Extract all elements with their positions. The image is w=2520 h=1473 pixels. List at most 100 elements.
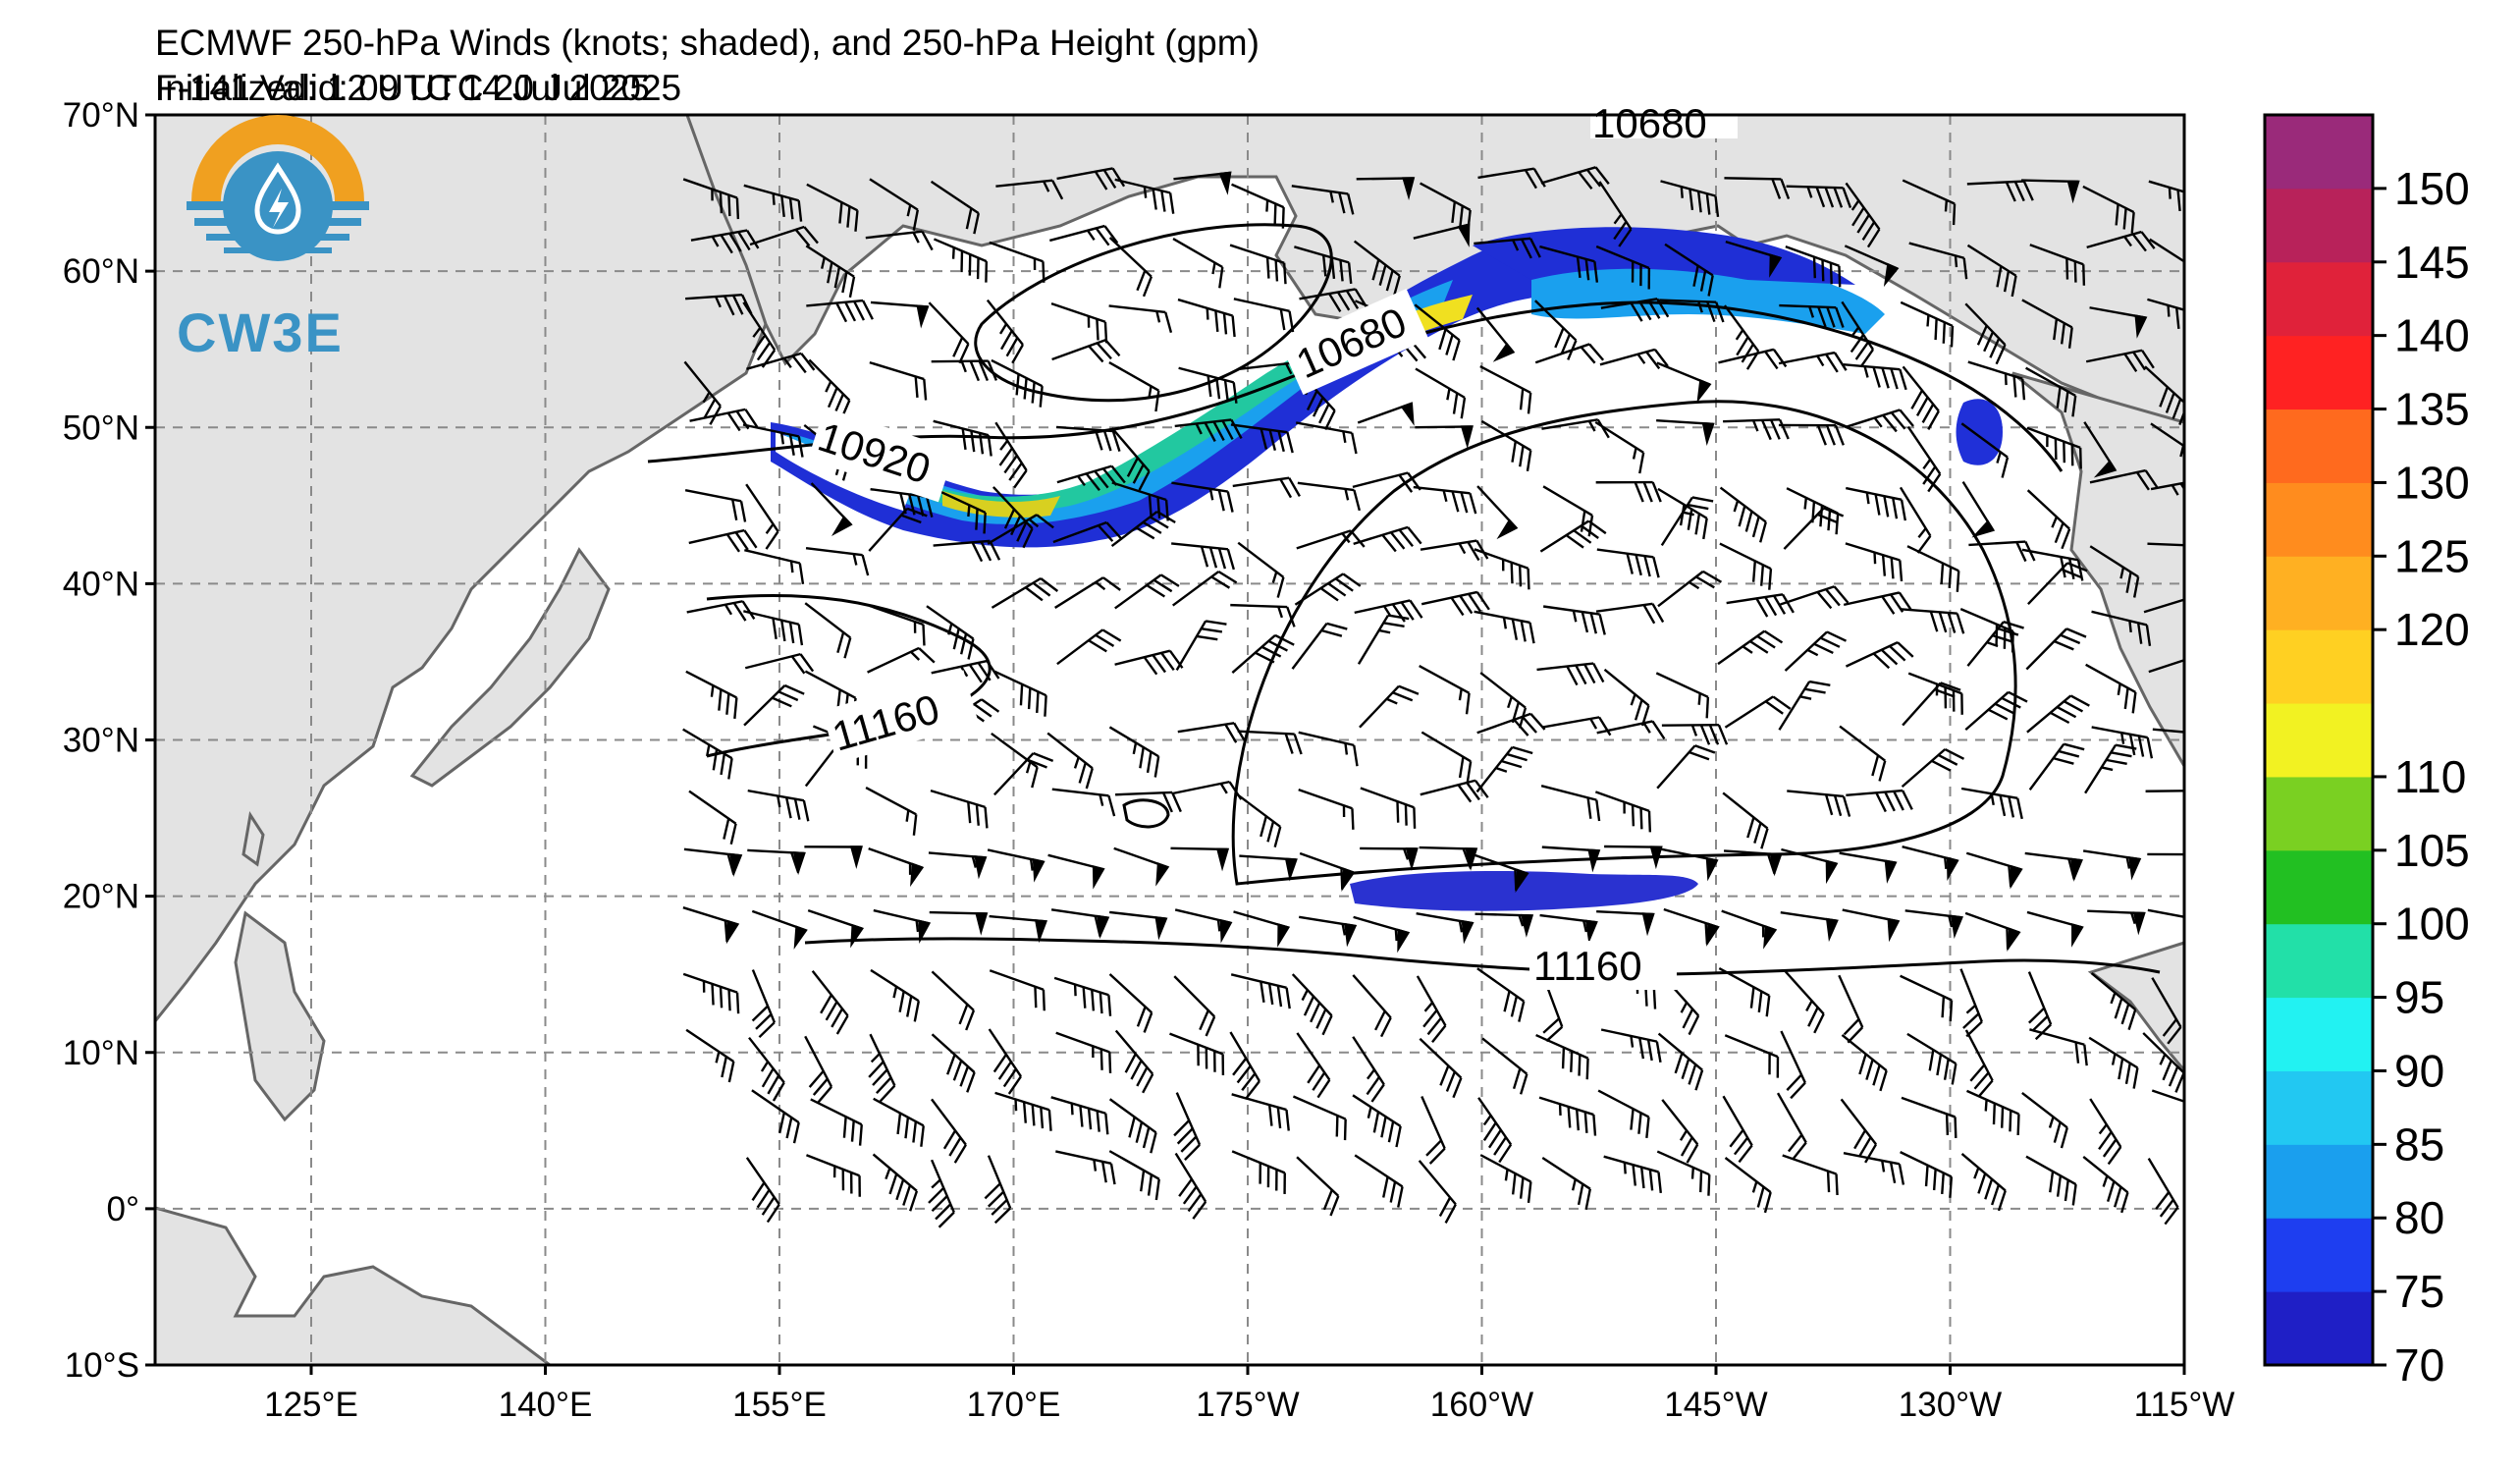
wind-barb <box>1656 419 1715 446</box>
wind-barb <box>1233 910 1291 948</box>
wind-barb <box>1657 1032 1704 1091</box>
wind-barb <box>1229 244 1287 285</box>
wind-barb <box>1051 339 1121 363</box>
wind-barb <box>1108 1150 1160 1201</box>
wind-barb <box>1052 520 1122 544</box>
wind-barb <box>1056 464 1126 491</box>
wind-barb <box>751 969 777 1039</box>
wind-barb <box>931 1098 967 1164</box>
wind-barb <box>1479 1154 1532 1203</box>
wind-barb <box>1841 1034 1888 1092</box>
wind-barb <box>1046 732 1094 790</box>
wind-barb <box>933 419 992 457</box>
wind-barb <box>2027 971 2053 1041</box>
logo-sun-arc <box>191 115 364 201</box>
wind-barb <box>1842 908 1901 943</box>
colorbar-segment <box>2265 629 2373 704</box>
wind-barb <box>1291 973 1333 1036</box>
wind-barb <box>1421 590 1490 617</box>
wind-barb <box>1840 1098 1878 1164</box>
colorbar-tick-label: 120 <box>2394 604 2470 655</box>
wind-barb <box>1171 481 1234 513</box>
colorbar-segment <box>2265 1291 2373 1366</box>
japan-landmass <box>409 547 611 788</box>
lon-tick-label: 130°W <box>1899 1386 2002 1424</box>
wind-barb <box>1357 614 1410 665</box>
wind-barb <box>1297 481 1362 512</box>
wind-barb <box>1597 1089 1650 1139</box>
wind-barb <box>1843 1152 1905 1185</box>
logo-wave-3 <box>206 234 349 241</box>
wind-barb <box>869 604 926 646</box>
colorbar-segment <box>2265 1218 2373 1292</box>
wind-barb <box>1056 628 1122 666</box>
wind-barb <box>989 969 1046 1011</box>
wind-barb <box>1657 570 1723 608</box>
colorbar-tick-label: 75 <box>2394 1266 2444 1317</box>
wind-barb <box>1353 915 1411 954</box>
wind-barb <box>1783 507 1845 550</box>
wind-barb <box>1603 668 1650 727</box>
wind-barb <box>1964 1029 1994 1098</box>
wind-barb <box>930 790 989 829</box>
wind-barb <box>1845 409 1914 433</box>
wind-barb <box>1659 299 1725 323</box>
wind-barb <box>1108 304 1173 334</box>
wind-barb <box>1421 1096 1446 1165</box>
wind-barb <box>2026 426 2082 469</box>
contour-labels: 10680 10680 10920 11160 11160 <box>807 100 1738 990</box>
wind-barb <box>751 1089 800 1144</box>
lat-tick-label: 10°S <box>65 1346 139 1385</box>
wind-barb <box>931 359 998 382</box>
wind-barb <box>1352 974 1392 1038</box>
wind-barb <box>1173 1092 1202 1161</box>
wind-barb <box>2021 179 2080 204</box>
wind-barb <box>865 786 918 836</box>
colorbar-segment <box>2265 409 2373 483</box>
colorbar-tick-label: 70 <box>2394 1339 2444 1391</box>
wind-barb <box>1594 420 1645 474</box>
wind-barb <box>1660 496 1714 547</box>
wind-barb <box>1291 185 1355 215</box>
wind-barb <box>869 178 920 231</box>
wind-barb <box>1237 730 1303 755</box>
wind-barb <box>1475 306 1516 362</box>
wind-barb <box>1115 791 1182 813</box>
wind-barb <box>1841 300 1874 368</box>
wind-barb <box>1906 1032 1957 1085</box>
wind-barb <box>749 225 819 247</box>
taiwan-landmass <box>241 810 265 867</box>
wind-barb <box>2149 238 2184 272</box>
wind-barb <box>1298 788 1355 830</box>
colorbar-segment <box>2265 556 2373 630</box>
wind-barb <box>1230 423 1294 454</box>
colorbar-segment <box>2265 703 2373 778</box>
wind-barb <box>1661 1099 1699 1164</box>
colorbar-segment <box>2265 335 2373 410</box>
colorbar-tick-label: 100 <box>2394 899 2470 950</box>
wind-barb <box>1473 853 1529 894</box>
wind-barb <box>1725 241 1783 278</box>
wind-barb <box>870 968 921 1022</box>
wind-barb <box>686 600 756 622</box>
wind-barb <box>1964 911 2021 953</box>
wind-barb <box>1718 967 1771 1017</box>
wind-barb <box>1787 790 1851 817</box>
wind-barb <box>2091 610 2152 646</box>
wind-barb <box>1420 779 1489 803</box>
wind-barb <box>1114 573 1180 610</box>
wind-barb <box>1843 362 1907 391</box>
wind-barb <box>1596 548 1660 578</box>
wind-barb <box>2025 627 2087 671</box>
wind-barb <box>2085 349 2155 372</box>
wind-barb <box>1900 608 1965 634</box>
wind-barb <box>1113 846 1170 887</box>
wind-barb <box>993 751 1054 796</box>
wind-barb <box>811 969 849 1035</box>
colorbar-tick-label: 80 <box>2394 1192 2444 1243</box>
wind-barb <box>1778 423 1845 446</box>
wind-barb <box>2148 180 2184 212</box>
wind-barb <box>2082 1156 2129 1214</box>
wind-barb <box>2151 1089 2184 1111</box>
wind-barb <box>806 299 874 323</box>
